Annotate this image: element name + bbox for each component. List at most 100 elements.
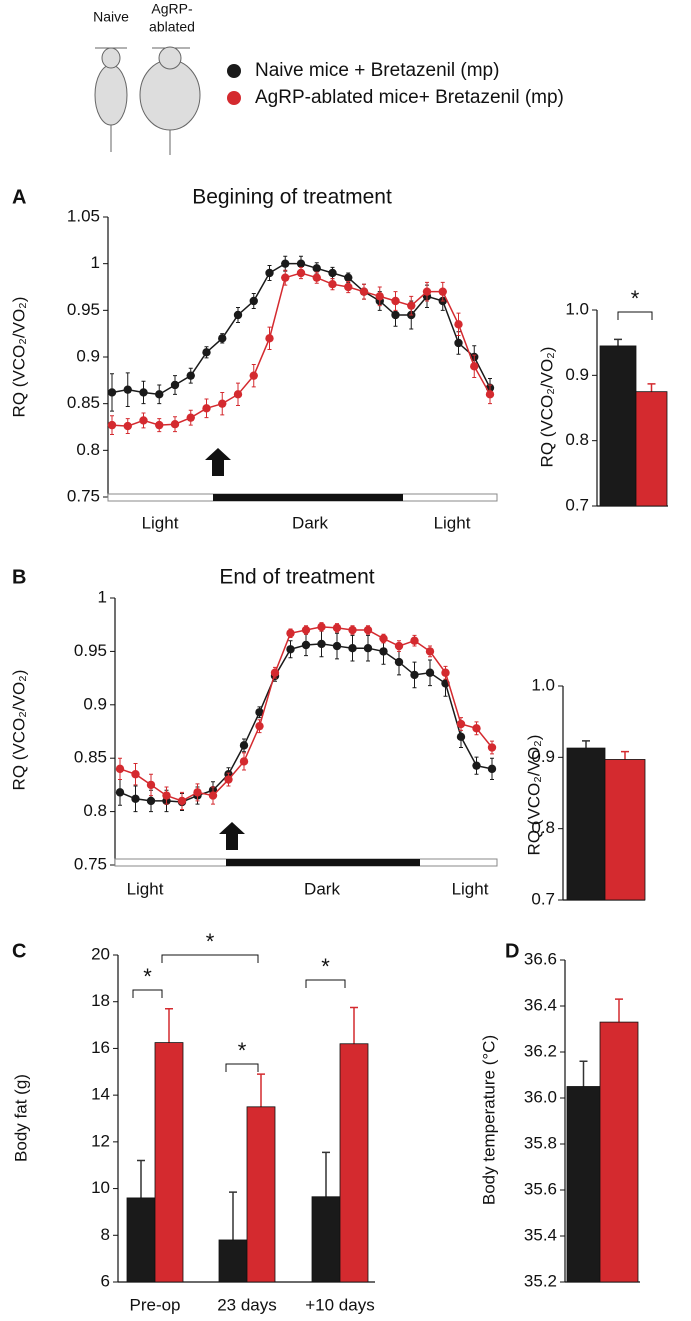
data-point bbox=[296, 268, 306, 278]
data-point bbox=[202, 348, 211, 357]
data-point bbox=[391, 296, 400, 306]
data-point bbox=[312, 264, 321, 273]
dark-phase-bar bbox=[226, 859, 420, 866]
data-point bbox=[487, 764, 497, 774]
data-point bbox=[115, 764, 125, 774]
data-point bbox=[296, 259, 306, 268]
data-point bbox=[170, 420, 180, 429]
mouse-label: AgRP- bbox=[151, 1, 193, 17]
y-tick-label: 6 bbox=[101, 1271, 110, 1290]
y-tick-label: 36.6 bbox=[524, 949, 557, 968]
y-axis-label: RQ (VCO₂/VO₂) bbox=[9, 670, 28, 791]
y-tick-label: 0.95 bbox=[74, 641, 107, 660]
treatment-arrow bbox=[219, 822, 245, 850]
data-point bbox=[218, 399, 227, 408]
y-tick-label: 0.9 bbox=[83, 694, 107, 713]
error-bar bbox=[614, 338, 622, 346]
data-point bbox=[375, 292, 384, 301]
data-point bbox=[332, 641, 342, 651]
data-point bbox=[233, 310, 243, 320]
data-point bbox=[472, 761, 481, 770]
data-point bbox=[115, 788, 125, 797]
data-point bbox=[208, 791, 218, 800]
data-point bbox=[332, 623, 342, 633]
y-tick-label: 0.9 bbox=[531, 747, 555, 766]
y-tick-label: 0.95 bbox=[67, 300, 100, 319]
chart-title: End of treatment bbox=[219, 566, 374, 589]
y-tick-label: 0.75 bbox=[74, 854, 107, 873]
data-point bbox=[202, 404, 211, 413]
significance-bracket bbox=[225, 1063, 259, 1072]
data-point bbox=[170, 380, 180, 390]
data-point bbox=[391, 310, 400, 320]
data-point bbox=[410, 670, 419, 680]
data-point bbox=[146, 780, 156, 790]
ablated-mouse-head bbox=[158, 46, 182, 70]
y-axis-label: RQ (VCO₂/VO₂) bbox=[537, 347, 556, 468]
significance-bracket bbox=[132, 989, 163, 998]
data-point bbox=[233, 390, 243, 399]
y-tick-label: 1.05 bbox=[67, 206, 100, 225]
data-point bbox=[425, 647, 435, 656]
data-point bbox=[286, 645, 295, 654]
phase-label: Light bbox=[434, 513, 471, 532]
y-tick-label: 0.8 bbox=[76, 440, 100, 459]
bar bbox=[599, 345, 637, 507]
phase-label: Light bbox=[127, 879, 164, 898]
data-point bbox=[394, 657, 404, 667]
data-point bbox=[107, 388, 117, 397]
data-point bbox=[286, 629, 295, 638]
series-line bbox=[119, 643, 493, 803]
significance-bracket bbox=[305, 979, 346, 988]
error-bar bbox=[350, 1006, 358, 1044]
y-axis-label: RQ (VCO₂/VO₂) bbox=[9, 297, 28, 418]
series-line bbox=[111, 272, 491, 427]
data-point bbox=[348, 625, 357, 635]
phase-label: Light bbox=[142, 513, 179, 532]
y-tick-label: 36.0 bbox=[524, 1087, 557, 1106]
data-point bbox=[265, 334, 274, 343]
data-point bbox=[249, 371, 258, 380]
bar bbox=[218, 1239, 248, 1283]
data-point bbox=[317, 622, 326, 632]
error-bar bbox=[582, 740, 590, 749]
legend-label: AgRP-ablated mice+ Bretazenil (mp) bbox=[255, 87, 564, 108]
data-point bbox=[407, 301, 416, 310]
phase-label: Dark bbox=[304, 879, 340, 898]
y-tick-label: 0.75 bbox=[67, 486, 100, 505]
data-point bbox=[344, 273, 353, 282]
data-point bbox=[363, 625, 373, 635]
error-bar bbox=[579, 1060, 588, 1087]
naive-mouse-body bbox=[94, 64, 128, 126]
data-point bbox=[487, 743, 497, 752]
y-tick-label: 0.9 bbox=[76, 346, 100, 365]
bar bbox=[635, 391, 668, 507]
y-tick-label: 1 bbox=[91, 253, 100, 272]
mouse-label: ablated bbox=[149, 19, 195, 35]
data-point bbox=[139, 388, 148, 397]
bar bbox=[154, 1042, 184, 1283]
y-tick-label: 36.2 bbox=[524, 1041, 557, 1060]
y-tick-label: 20 bbox=[91, 944, 110, 963]
significance-label: * bbox=[631, 286, 640, 311]
data-point bbox=[281, 259, 290, 268]
bar bbox=[599, 1021, 639, 1283]
series-line bbox=[111, 262, 491, 396]
y-tick-label: 35.2 bbox=[524, 1271, 557, 1290]
y-axis-label: Body temperature (°C) bbox=[479, 1035, 498, 1205]
y-tick-label: 0.8 bbox=[565, 430, 589, 449]
data-point bbox=[344, 282, 353, 292]
y-tick-label: 18 bbox=[91, 991, 110, 1010]
data-point bbox=[123, 421, 132, 431]
data-point bbox=[301, 625, 311, 635]
data-point bbox=[359, 287, 369, 296]
y-tick-label: 0.9 bbox=[565, 365, 589, 384]
treatment-arrow bbox=[205, 448, 231, 476]
y-tick-label: 1 bbox=[98, 587, 107, 606]
data-point bbox=[123, 385, 132, 394]
data-point bbox=[218, 334, 227, 343]
data-point bbox=[422, 287, 432, 296]
panel-letter: B bbox=[12, 566, 26, 588]
data-point bbox=[186, 413, 195, 422]
